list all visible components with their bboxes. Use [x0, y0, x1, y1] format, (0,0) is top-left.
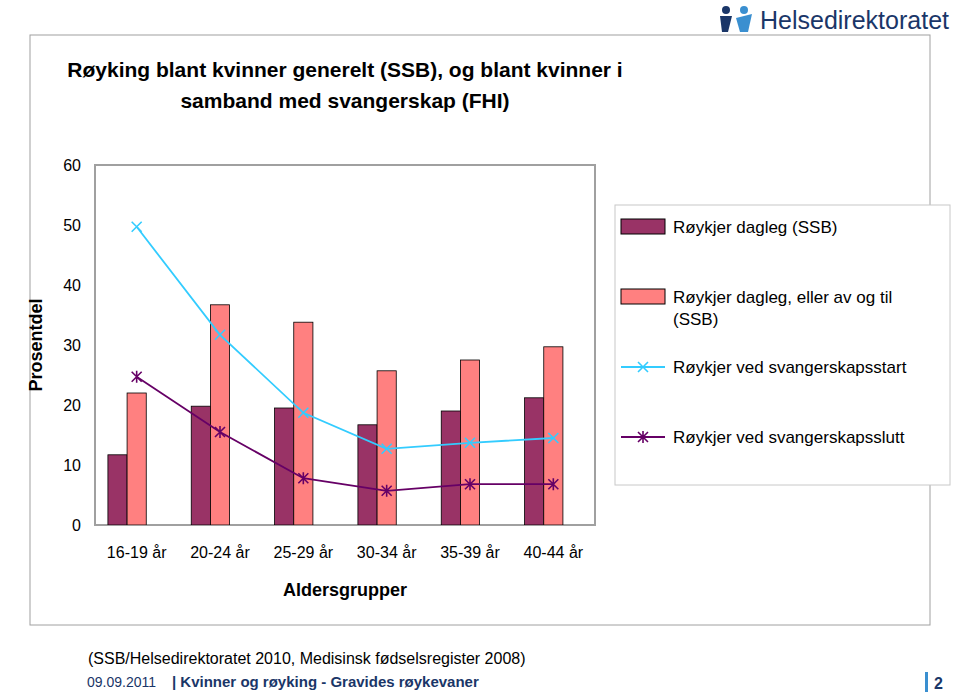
bar	[544, 347, 563, 525]
slide: Helsedirektoratet Røyking blant kvinner g…	[0, 0, 960, 692]
tick-label: 10	[63, 457, 81, 474]
tick: 0	[72, 517, 95, 534]
y-axis-title: Prosentdel	[26, 298, 46, 391]
tick: 60	[63, 157, 95, 174]
logo-icon	[720, 16, 732, 32]
marks	[108, 222, 563, 525]
legend-marker	[638, 431, 648, 443]
title-line: Røyking blant kvinner generelt (SSB), og…	[67, 58, 622, 81]
tick-label: 60	[63, 157, 81, 174]
legend-label: Røykjer dagleg, eller av og til (SSB)	[673, 288, 897, 329]
tick: 16-19 år	[107, 525, 167, 561]
tick: 30-34 år	[357, 525, 417, 561]
source: (SSB/Helsedirektoratet 2010, Medisinsk f…	[88, 650, 526, 667]
tick: 20	[63, 397, 95, 414]
y-axis: 0 10 20 30 40 50 60	[63, 157, 95, 534]
marker	[132, 371, 142, 383]
legend-swatch	[621, 219, 665, 234]
line	[137, 377, 554, 491]
legend-label: Røykjer dagleg (SSB)	[673, 218, 837, 237]
marker	[382, 485, 392, 497]
marker	[215, 330, 225, 340]
footer-bar	[925, 672, 928, 692]
legend-swatch	[621, 289, 665, 304]
footer-title: | Kvinner og røyking - Gravides røykevan…	[172, 673, 479, 690]
bar	[294, 322, 313, 525]
marker	[382, 444, 392, 454]
bar	[127, 393, 146, 525]
x-axis: 16-19 år 20-24 år 25-29 år 30-34 år 35-39 år…	[96, 525, 596, 561]
tick: 30	[63, 337, 95, 354]
tick: 25-29 år	[274, 525, 334, 561]
tick-label: 16-19 år	[107, 544, 167, 561]
tick: 40-44 år	[524, 525, 584, 561]
tick-label: 35-39 år	[440, 544, 500, 561]
logo-text: Helsedirektoratet	[760, 6, 949, 34]
axis-line	[95, 166, 96, 526]
tick-label: 25-29 år	[274, 544, 334, 561]
legend-label: Røykjer ved svangerskapsstart	[673, 358, 907, 377]
bar	[525, 398, 544, 525]
marker	[298, 408, 308, 418]
tick-label: 30-34 år	[357, 544, 417, 561]
legend-box	[615, 205, 950, 485]
logo-icon	[736, 14, 752, 32]
bar	[210, 305, 229, 525]
legend-marker	[638, 362, 648, 372]
logo-icon	[740, 6, 748, 14]
marker	[548, 433, 558, 443]
marker	[132, 222, 142, 232]
tick: 10	[63, 457, 95, 474]
logo-icon	[722, 6, 730, 14]
plot-area	[95, 165, 595, 525]
bar	[108, 455, 127, 525]
tick-label: 20-24 år	[190, 544, 250, 561]
tick: 20-24 år	[190, 525, 250, 561]
footer-date: 09.09.2011	[87, 674, 156, 690]
tick-label: 50	[63, 217, 81, 234]
marker	[548, 478, 558, 490]
tick-label: 40	[63, 277, 81, 294]
tick-label: 40-44 år	[524, 544, 584, 561]
tick-label: 30	[63, 337, 81, 354]
bar	[275, 408, 294, 525]
chart-title: Røyking blant kvinner generelt (SSB), og…	[67, 58, 622, 112]
marker	[465, 438, 475, 448]
tick: 35-39 år	[440, 525, 500, 561]
title-line: samband med svangerskap (FHI)	[180, 89, 509, 112]
legend-label: Røykjer ved svangerskapsslutt	[673, 428, 905, 447]
page-number: 2	[934, 675, 943, 692]
tick: 40	[63, 277, 95, 294]
tick: 50	[63, 217, 95, 234]
marker	[298, 472, 308, 484]
x-axis-title: Aldersgrupper	[283, 580, 407, 600]
tick-label: 20	[63, 397, 81, 414]
logo: Helsedirektoratet	[720, 6, 949, 34]
axis-line	[96, 525, 596, 526]
marker	[465, 478, 475, 490]
line	[137, 227, 554, 449]
legend: Røykjer dagleg (SSB) Røykjer dagleg, elle…	[615, 205, 950, 485]
marker	[215, 426, 225, 438]
tick-label: 0	[72, 517, 81, 534]
bar	[441, 411, 460, 525]
